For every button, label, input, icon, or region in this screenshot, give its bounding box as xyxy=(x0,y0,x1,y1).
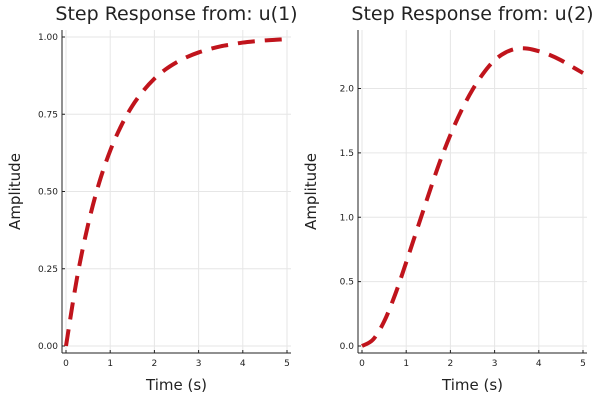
chart-title: Step Response from: u(2) xyxy=(351,3,593,25)
chart-1: 0 1 2 3 4 5 0.00 0.25 0.50 0.75 1.00 Step Response … xyxy=(6,3,298,394)
series-line xyxy=(64,37,288,347)
y-tick-label: 1.00 xyxy=(38,33,58,43)
x-tick-label: 1 xyxy=(107,359,113,369)
y-axis-label: Amplitude xyxy=(6,153,24,230)
x-axis-label: Time (s) xyxy=(145,376,207,394)
x-tick-label: 4 xyxy=(240,359,246,369)
y-tick-label: 1.5 xyxy=(340,149,354,159)
chart-title: Step Response from: u(1) xyxy=(55,3,297,25)
y-tick-label: 2.0 xyxy=(340,85,355,95)
x-tick-label: 0 xyxy=(359,359,365,369)
y-tick-label: 0.5 xyxy=(340,278,354,288)
x-tick-label: 4 xyxy=(536,359,542,369)
y-tick-label: 0.75 xyxy=(38,110,58,120)
x-tick-label: 1 xyxy=(403,359,409,369)
x-tick-label: 2 xyxy=(448,359,454,369)
chart-2: 0 1 2 3 4 5 0.0 0.5 1.0 1.5 2.0 Step Response from:… xyxy=(302,3,594,394)
y-axis-label: Amplitude xyxy=(302,153,320,230)
y-tick-label: 0.25 xyxy=(38,265,58,275)
y-tick-label: 0.50 xyxy=(38,188,58,198)
series-line xyxy=(360,46,585,348)
x-tick-label: 0 xyxy=(63,359,69,369)
x-tick-label: 3 xyxy=(492,359,498,369)
y-tick-label: 0.00 xyxy=(38,342,58,352)
x-axis-label: Time (s) xyxy=(441,376,503,394)
x-tick-label: 3 xyxy=(196,359,202,369)
x-tick-label: 5 xyxy=(580,359,586,369)
x-tick-label: 5 xyxy=(284,359,290,369)
y-tick-label: 0.0 xyxy=(340,342,355,352)
y-tick-label: 1.0 xyxy=(340,213,355,223)
x-tick-label: 2 xyxy=(152,359,158,369)
